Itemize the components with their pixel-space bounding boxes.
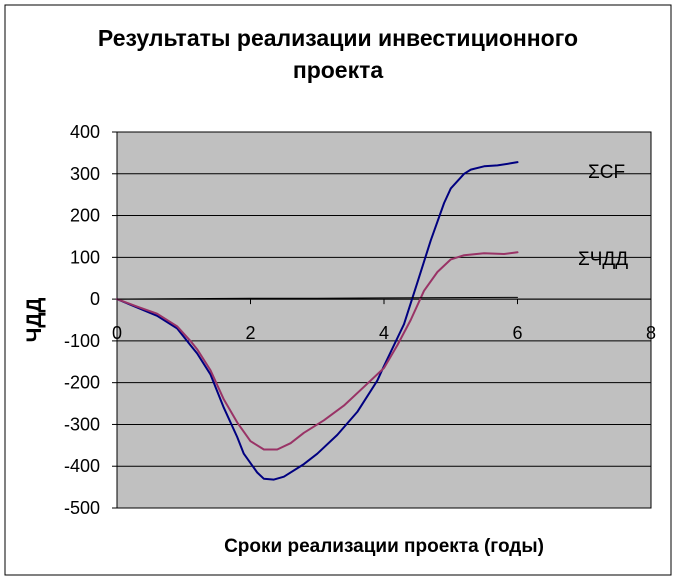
y-tick-label: 0 <box>90 289 100 309</box>
x-tick-label: 0 <box>112 323 122 343</box>
series-lines <box>116 161 519 481</box>
x-tick-label: 6 <box>512 323 522 343</box>
x-axis-tick-labels: 0 2 4 6 8 <box>112 298 656 343</box>
x-tick-label: 4 <box>379 323 389 343</box>
y-tick-label: -400 <box>64 456 100 476</box>
series-line-2 <box>116 296 518 300</box>
y-tick-label: 100 <box>70 247 100 267</box>
series-line-0 <box>116 161 519 481</box>
plot-area <box>116 131 652 509</box>
y-tick-label: -100 <box>64 331 100 351</box>
y-tick-label: -300 <box>64 414 100 434</box>
series-label-chdd: ΣЧДД <box>578 249 628 270</box>
y-tick-label: -200 <box>64 373 100 393</box>
x-tick-label: 8 <box>646 323 656 343</box>
y-tick-label: 200 <box>70 206 100 226</box>
x-tick-label: 2 <box>245 323 255 343</box>
gridlines <box>117 131 651 467</box>
x-axis-title: Сроки реализации проекта (годы) <box>224 536 544 557</box>
series-label-cf: ΣCF <box>588 162 625 183</box>
y-axis-title: ЧДД <box>23 298 46 343</box>
y-tick-label: 400 <box>70 122 100 142</box>
chart-title-line1: Результаты реализации инвестиционного <box>98 25 578 51</box>
y-tick-label: -500 <box>64 498 100 518</box>
y-tick-label: 300 <box>70 164 100 184</box>
y-axis-tick-labels: 400 300 200 100 0 -100 -200 -300 -400 -500 <box>64 122 117 518</box>
chart-title-line2: проекта <box>293 57 384 83</box>
series-line-1 <box>116 251 519 451</box>
